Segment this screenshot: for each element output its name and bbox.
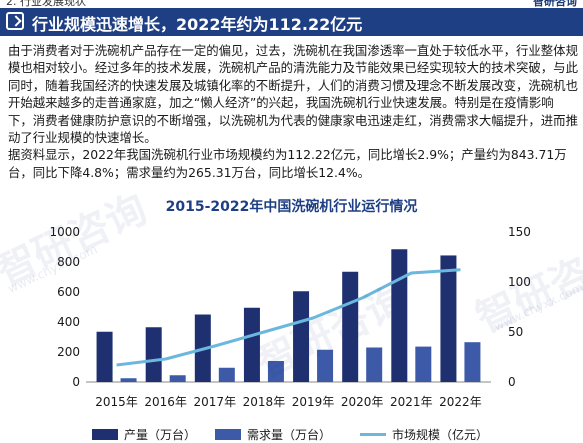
x-tick-label: 2016年 <box>144 395 187 409</box>
y-right-tick-label: 150 <box>508 225 531 239</box>
bar-demand <box>415 346 432 382</box>
legend-swatch <box>215 429 241 440</box>
chart-title: 2015-2022年中国洗碗机行业运行情况 <box>165 199 418 215</box>
x-tick-label: 2020年 <box>341 395 384 409</box>
y-right-tick-label: 100 <box>508 275 531 289</box>
legend-label: 市场规模（亿元） <box>392 428 489 442</box>
x-tick-label: 2021年 <box>390 395 433 409</box>
legend-label: 需求量（万台） <box>247 428 332 442</box>
body-text: 由于消费者对于洗碗机产品存在一定的偏见，过去，洗碗机在我国渗透率一直处于较低水平… <box>8 42 578 181</box>
bar-demand <box>267 361 284 382</box>
y-left-tick-label: 400 <box>57 315 80 329</box>
bar-demand <box>169 375 186 382</box>
title-banner: 行业规模迅速增长，2022年约为112.22亿元 <box>0 8 583 36</box>
x-tick-label: 2018年 <box>243 395 286 409</box>
line-market-size <box>116 268 461 367</box>
bar-production <box>342 271 359 382</box>
legend-swatch <box>92 429 118 440</box>
bar-demand <box>366 347 383 382</box>
bar-demand <box>464 342 481 382</box>
bar-demand <box>317 349 334 382</box>
bar-production <box>440 255 457 382</box>
body-paragraph: 据资料显示，2022年我国洗碗机行业市场规模约为112.22亿元，同比增长2.9… <box>8 147 567 180</box>
y-left-tick-label: 800 <box>57 255 80 269</box>
x-tick-label: 2019年 <box>292 395 335 409</box>
page-title: 行业规模迅速增长，2022年约为112.22亿元 <box>32 15 363 34</box>
chevron-badge-icon <box>6 12 24 30</box>
bar-production <box>96 331 113 382</box>
y-right-tick-label: 0 <box>508 375 516 389</box>
x-tick-label: 2015年 <box>95 395 138 409</box>
y-left-tick-label: 200 <box>57 345 80 359</box>
bar-production <box>145 327 162 382</box>
body-paragraph: 由于消费者对于洗碗机产品存在一定的偏见，过去，洗碗机在我国渗透率一直处于较低水平… <box>8 43 578 146</box>
legend-item-production: 产量（万台） <box>92 426 196 443</box>
x-tick-label: 2022年 <box>439 395 482 409</box>
legend-item-market-size: 市场规模（亿元） <box>360 426 488 443</box>
section-label: 2. 行业发展现状 <box>6 0 86 8</box>
y-right-tick-label: 50 <box>508 325 523 339</box>
chart-legend: 产量（万台） 需求量（万台） 市场规模（亿元） <box>0 426 583 443</box>
y-left-tick-label: 0 <box>72 375 80 389</box>
bar-demand <box>120 378 137 382</box>
bar-production <box>243 307 260 382</box>
brand-logo: 智研咨询 <box>533 0 577 8</box>
legend-item-demand: 需求量（万台） <box>215 426 331 443</box>
y-left-tick-label: 1000 <box>49 225 80 239</box>
top-strip: 2. 行业发展现状 智研咨询 <box>0 0 583 8</box>
legend-label: 产量（万台） <box>124 428 197 442</box>
x-tick-label: 2017年 <box>194 395 237 409</box>
y-left-tick-label: 600 <box>57 285 80 299</box>
bar-demand <box>218 367 235 382</box>
bar-production <box>293 291 310 382</box>
legend-swatch <box>360 433 386 436</box>
